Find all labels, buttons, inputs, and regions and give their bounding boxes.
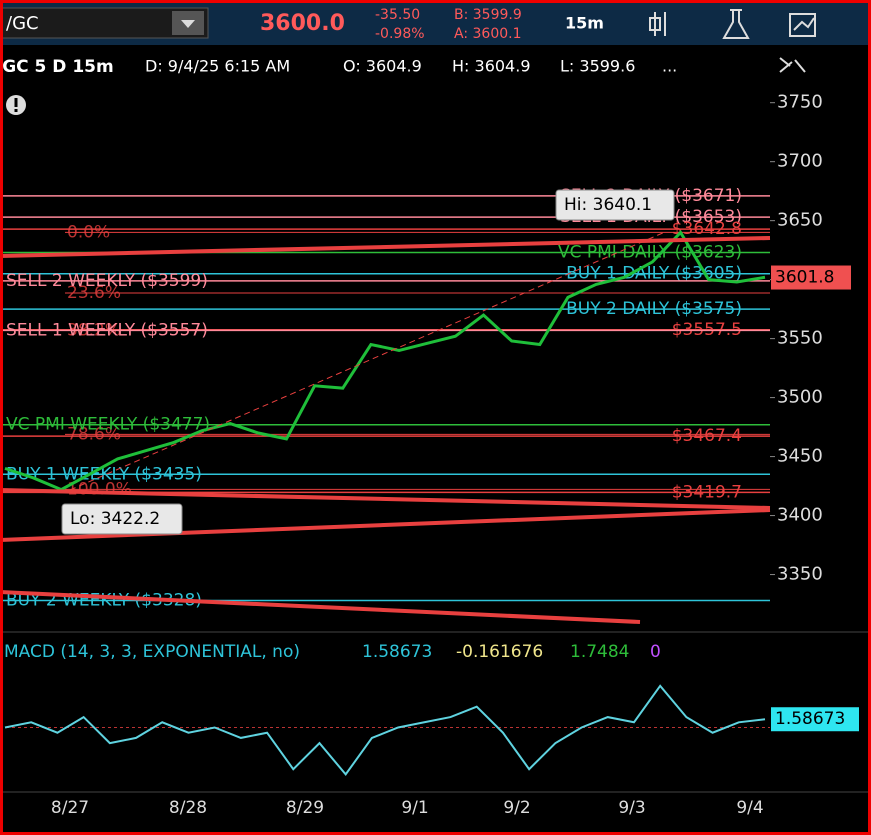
macd-line bbox=[4, 684, 766, 777]
alert-dot bbox=[14, 109, 18, 112]
tooltip bbox=[61, 503, 183, 535]
tooltip-label: Lo: 3422.2 bbox=[70, 509, 160, 529]
fib-label: 0.0% bbox=[67, 222, 110, 242]
level-label: VC PMI DAILY ($3623) bbox=[558, 243, 742, 263]
date-label: 9/1 bbox=[401, 798, 428, 818]
current-price-label: 3601.8 bbox=[775, 268, 834, 288]
ask: A: 3600.1 bbox=[454, 26, 521, 42]
macd-value: -0.161676 bbox=[456, 642, 543, 662]
macd-title: MACD (14, 3, 3, EXPONENTIAL, no) bbox=[4, 642, 300, 662]
current-price-box bbox=[771, 265, 851, 290]
y-tick-label: 3750 bbox=[777, 92, 823, 113]
date-label: 8/29 bbox=[286, 798, 324, 818]
macd-value: 1.58673 bbox=[362, 642, 432, 662]
interval[interactable]: 15m bbox=[565, 14, 604, 33]
date-label: 9/2 bbox=[503, 798, 530, 818]
trend-line bbox=[0, 590, 641, 624]
fib-label: 78.6% bbox=[67, 424, 121, 444]
change-pct: -0.98% bbox=[375, 26, 425, 42]
date-label: 9/3 bbox=[618, 798, 645, 818]
symbol: /GC bbox=[6, 13, 39, 34]
date-label: 8/28 bbox=[169, 798, 207, 818]
level-label: $3467.4 bbox=[672, 426, 742, 446]
chart-style-icon[interactable] bbox=[649, 12, 666, 36]
trend-line bbox=[0, 508, 771, 542]
level-label: $3642.8 bbox=[672, 219, 742, 239]
price-plot: 3350340034503500355036003650370037500.0%… bbox=[0, 92, 823, 611]
trend-line bbox=[0, 488, 771, 510]
dropdown-arrow bbox=[181, 20, 195, 28]
date-label: 8/27 bbox=[51, 798, 89, 818]
y-tick-label: 3550 bbox=[777, 328, 823, 349]
level-label: $3419.7 bbox=[672, 482, 742, 502]
overlays: 3601.8 Hi: 3640.1 Lo: 3422.2 MACD (14, 3, 3… bbox=[0, 189, 859, 818]
macd-value-box bbox=[771, 707, 859, 732]
macd-value: 1.7484 bbox=[570, 642, 629, 662]
study-label: /GC 5 D 15m bbox=[0, 57, 114, 77]
y-tick-label: 3650 bbox=[777, 210, 823, 231]
y-tick-label: 3700 bbox=[777, 151, 823, 172]
last-price: 3600.0 bbox=[260, 11, 345, 36]
level-label: BUY 2 DAILY ($3575) bbox=[566, 299, 742, 319]
date-info: D: 9/4/25 6:15 AM bbox=[145, 57, 290, 76]
level-label: SELL 1 WEEKLY ($3557) bbox=[6, 320, 208, 340]
level-label: SELL 2 WEEKLY ($3599) bbox=[6, 271, 208, 291]
level-label: BUY 1 WEEKLY ($3435) bbox=[6, 464, 202, 484]
studies-icon[interactable] bbox=[722, 9, 750, 39]
fib-label: 23.6% bbox=[67, 283, 121, 303]
high-info: H: 3604.9 bbox=[452, 57, 531, 76]
date-label: 9/4 bbox=[736, 798, 763, 818]
price-line bbox=[4, 229, 766, 492]
bid: B: 3599.9 bbox=[454, 7, 522, 23]
y-tick-label: 3350 bbox=[777, 564, 823, 585]
y-tick-label: 3500 bbox=[777, 387, 823, 408]
low-info: L: 3599.6 bbox=[560, 57, 635, 76]
y-tick-label: 3450 bbox=[777, 446, 823, 467]
fib-diagonal bbox=[69, 231, 666, 491]
macd-value: 0 bbox=[650, 642, 661, 662]
level-label: BUY 1 DAILY ($3605) bbox=[566, 264, 742, 284]
expand-icon[interactable] bbox=[779, 57, 806, 73]
tooltip bbox=[555, 189, 675, 221]
open-info: O: 3604.9 bbox=[343, 57, 422, 76]
level-label: VC PMI WEEKLY ($3477) bbox=[6, 415, 210, 435]
trend-lines bbox=[0, 236, 771, 624]
macd-value-label: 1.58673 bbox=[775, 709, 845, 729]
trend-line bbox=[0, 236, 771, 258]
tooltip-label: Hi: 3640.1 bbox=[564, 195, 652, 215]
change: -35.50 bbox=[375, 7, 420, 23]
alert-mark bbox=[14, 98, 18, 107]
drawings-icon[interactable] bbox=[789, 13, 816, 37]
toolbar-icons bbox=[649, 9, 816, 39]
y-tick-label: 3400 bbox=[777, 505, 823, 526]
more-info[interactable]: ... bbox=[662, 57, 677, 76]
